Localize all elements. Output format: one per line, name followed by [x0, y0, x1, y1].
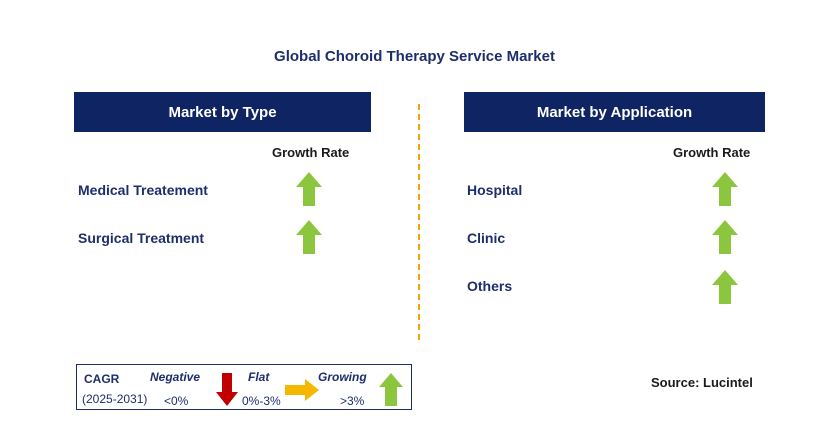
market-by-type-header: Market by Type — [74, 92, 371, 132]
type-item-medical-treatement: Medical Treatement — [78, 182, 208, 198]
legend-flat-label: Flat — [248, 370, 270, 384]
growing-arrow-icon — [296, 172, 322, 206]
growing-arrow-icon — [712, 220, 738, 254]
cagr-legend — [76, 364, 412, 410]
panel-divider — [418, 104, 420, 340]
left-growth-rate-label: Growth Rate — [272, 145, 350, 160]
application-item-hospital: Hospital — [467, 182, 523, 198]
legend-growing-range: >3% — [340, 394, 365, 408]
market-by-application-header: Market by Application — [464, 92, 765, 132]
legend-cagr-label: CAGR — [84, 372, 120, 386]
growing-arrow-icon — [712, 172, 738, 206]
application-item-others: Others — [467, 278, 513, 294]
source-label: Source: Lucintel — [651, 375, 753, 390]
negative-arrow-icon — [216, 373, 238, 406]
type-item-surgical-treatment: Surgical Treatment — [78, 230, 205, 246]
growing-arrow-icon — [712, 270, 738, 304]
right-growth-rate-label: Growth Rate — [673, 145, 751, 160]
application-item-clinic: Clinic — [467, 230, 506, 246]
legend-negative-label: Negative — [150, 370, 201, 384]
legend-growing-label: Growing — [318, 370, 367, 384]
legend-negative-range: <0% — [164, 394, 189, 408]
growing-arrow-icon — [379, 373, 403, 406]
legend-period: (2025-2031) — [82, 392, 148, 406]
legend-flat-range: 0%-3% — [242, 394, 281, 408]
flat-arrow-icon — [285, 379, 319, 401]
page-title: Global Choroid Therapy Service Market — [274, 48, 555, 65]
growing-arrow-icon — [296, 220, 322, 254]
